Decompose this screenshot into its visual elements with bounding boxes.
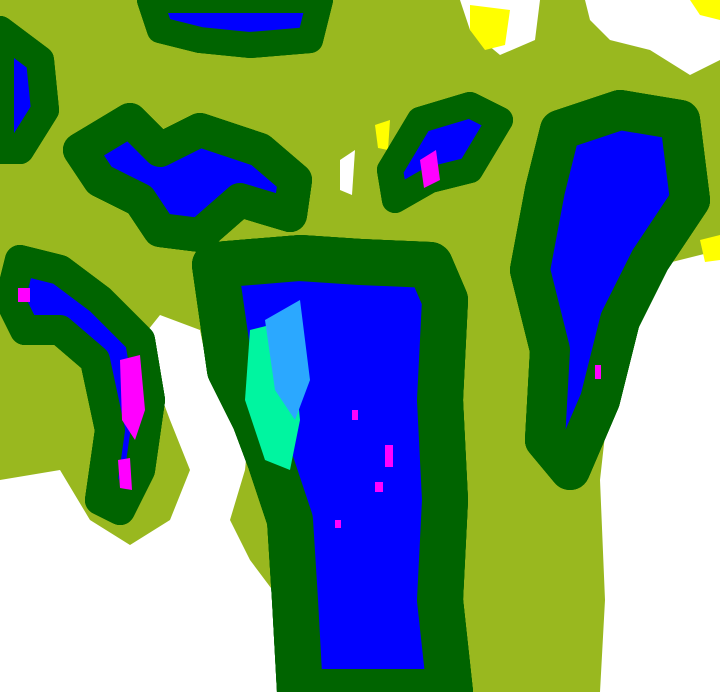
central-lightblue-lobe <box>265 300 310 420</box>
top-left-cluster <box>0 0 333 252</box>
magenta-cores <box>18 150 601 528</box>
right-band <box>377 90 710 490</box>
left-arc <box>0 245 165 525</box>
yellow-patches <box>375 0 720 262</box>
